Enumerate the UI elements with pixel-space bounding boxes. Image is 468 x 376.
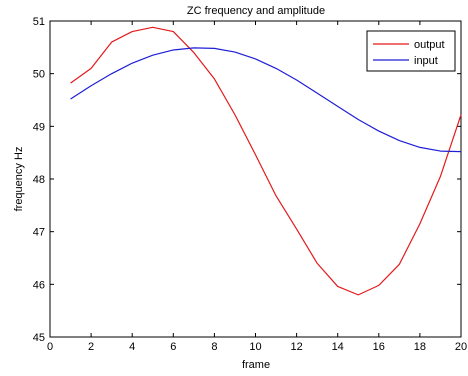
- x-tick-label: 2: [88, 341, 94, 353]
- x-tick-label: 6: [170, 341, 176, 353]
- legend-label-output: output: [414, 39, 445, 51]
- x-tick-label: 0: [47, 341, 53, 353]
- y-axis-ticks: 45 46 47 48 49 50 51: [33, 16, 461, 344]
- x-tick-label: 20: [455, 341, 467, 353]
- y-tick-label: 46: [33, 279, 45, 291]
- legend-label-input: input: [414, 55, 438, 67]
- x-tick-label: 10: [249, 341, 261, 353]
- y-tick-label: 48: [33, 174, 45, 186]
- series-line-output: [70, 26, 462, 296]
- legend-box: [366, 30, 456, 72]
- x-tick-label: 4: [129, 341, 135, 353]
- y-tick-label: 45: [33, 332, 45, 344]
- x-tick-label: 18: [414, 341, 426, 353]
- x-tick-label: 12: [290, 341, 302, 353]
- x-tick-label: 14: [332, 341, 344, 353]
- y-axis-label: frequency Hz: [13, 147, 25, 212]
- y-tick-label: 49: [33, 121, 45, 133]
- y-tick-label: 50: [33, 69, 45, 81]
- x-axis-ticks: 0 2 4 6 8 10 12 14 16 18 20: [47, 21, 467, 353]
- x-tick-label: 8: [211, 341, 217, 353]
- series-layer: [70, 26, 462, 296]
- x-tick-label: 16: [373, 341, 385, 353]
- series-line-input: [70, 47, 462, 153]
- y-tick-label: 47: [33, 227, 45, 239]
- y-tick-label: 51: [33, 16, 45, 28]
- plot-frame: [49, 20, 462, 338]
- x-axis-label: frame: [242, 359, 270, 371]
- chart-title: ZC frequency and amplitude: [187, 5, 325, 17]
- legend: output input: [366, 30, 456, 72]
